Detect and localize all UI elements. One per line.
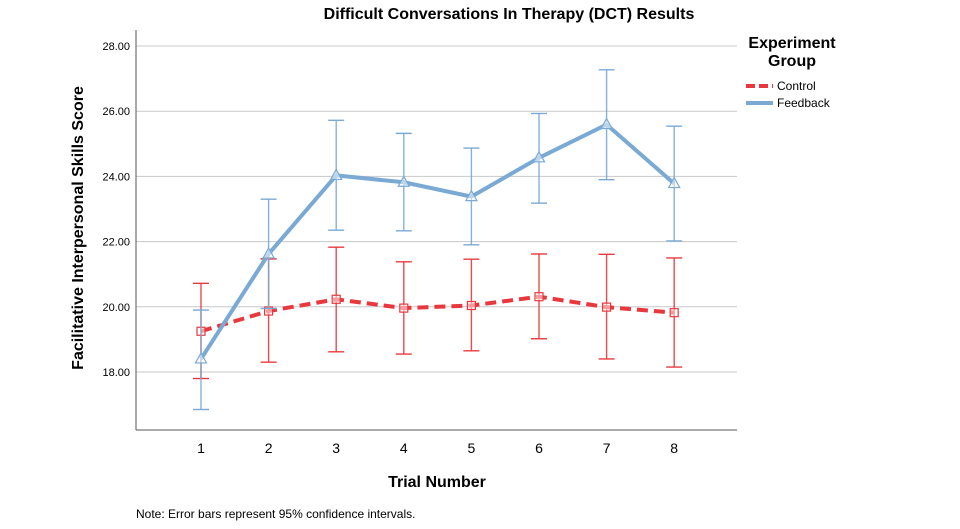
data-point [464,189,478,202]
legend-title-line2: Group [768,53,816,70]
chart-title: Difficult Conversations In Therapy (DCT)… [324,6,695,23]
series-control [193,246,683,380]
x-tick-label: 1 [197,440,205,456]
series-feedback [193,69,683,411]
x-tick-label: 4 [400,440,408,456]
x-tick-label: 8 [670,440,678,456]
series-line-control [200,294,675,334]
data-point [194,351,208,364]
y-tick-label: 20.00 [102,302,130,314]
series-line-feedback [199,122,676,361]
legend-label: Feedback [777,96,831,110]
y-tick-labels: 18.00 20.00 22.00 24.00 26.00 28.00 [102,41,130,379]
chart-note: Note: Error bars represent 95% confidenc… [136,507,415,521]
y-tick-label: 26.00 [102,106,130,118]
y-tick-label: 22.00 [102,237,130,249]
legend-item-feedback: Feedback [746,96,831,110]
legend-title-line1: Experiment [748,35,836,52]
y-axis-title: Facilitative Interpersonal Skills Score [70,86,87,370]
data-point [532,150,546,163]
legend: Experiment Group Control Feedback [746,35,836,110]
data-point [667,176,681,189]
x-tick-label: 3 [332,440,340,456]
legend-items: Control Feedback [746,79,831,110]
data-point [534,292,544,302]
data-point [399,303,409,313]
data-point [331,294,341,304]
legend-label: Control [777,79,816,93]
series-layer [193,69,683,411]
y-tick-label: 24.00 [102,171,130,183]
data-point [601,302,612,312]
x-axis-title: Trial Number [388,474,486,491]
x-tick-label: 6 [535,440,543,456]
legend-item-control: Control [746,79,816,93]
data-point [669,308,679,318]
data-point [466,300,476,311]
axes [135,30,737,431]
data-point [329,168,343,181]
x-tick-label: 7 [603,440,611,456]
x-tick-labels: 1 2 3 4 5 6 7 8 [197,440,678,456]
data-point [262,246,276,259]
y-tick-label: 28.00 [102,41,130,53]
data-point [397,175,411,187]
x-tick-label: 5 [468,440,476,456]
data-point [600,117,614,130]
y-tick-label: 18.00 [102,367,130,379]
x-tick-label: 2 [265,440,273,456]
